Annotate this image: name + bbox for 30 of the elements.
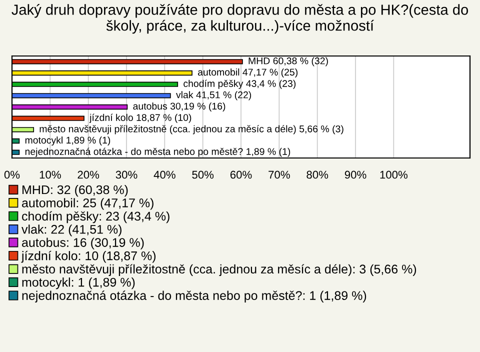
legend-label: chodím pěšky: 23 (43,4 %): [22, 211, 170, 224]
x-tick-label: 50%: [192, 170, 214, 179]
data-label: chodím pěšky 43,4 % (23): [184, 80, 296, 89]
x-tick-label: 80%: [306, 170, 328, 179]
legend-label: autobus: 16 (30,19 %): [22, 238, 144, 250]
data-label: automobil 47,17 % (25): [198, 68, 298, 78]
legend-label: motocykl: 1 (1,89 %): [22, 278, 135, 290]
x-tick-label: 30%: [116, 170, 138, 179]
chart-title: Jaký druh dopravy používáte pro dopravu do města a po HK?(cesta do školy, práce, za kulturou...)-více možností: [12, 4, 468, 34]
x-tick-label: 90%: [344, 170, 366, 179]
x-tick-label: 40%: [154, 170, 176, 179]
x-tick-label: 10%: [40, 170, 61, 179]
legend-label: nejednoznačná otázka - do města nebo po městě?: 1 (1,89 %): [22, 290, 366, 302]
x-tick-label: 70%: [268, 170, 290, 179]
data-label: MHD 60,38 % (32): [248, 57, 328, 66]
legend-label: vlak: 22 (41,51 %): [22, 224, 122, 236]
legend-label: jízdní kolo: 10 (18,87 %): [21, 250, 156, 263]
x-tick-label: 0%: [4, 170, 20, 179]
data-label: město navštěvuji příležitostně (cca. jednou za měsíc a déle) 5,66 % (3): [40, 125, 344, 134]
data-label: motocykl 1,89 % (1): [25, 136, 110, 146]
data-label: autobus 30,19 % (16): [133, 102, 226, 112]
legend-label: město navštěvuji příležitostně (cca. jednou za měsíc a déle): 3 (5,66 %): [22, 264, 416, 276]
data-label: vlak 41,51 % (22): [176, 91, 252, 100]
data-label: nejednoznačná otázka - do města nebo po městě? 1,89 % (1): [25, 148, 290, 157]
x-tick-label: 60%: [230, 170, 252, 179]
data-label: jízdní kolo 18,87 % (10): [89, 114, 192, 123]
x-tick-label: 20%: [78, 170, 100, 179]
legend-label: automobil: 25 (47,17 %): [22, 198, 154, 210]
legend-label: MHD: 32 (60,38 %): [22, 185, 128, 197]
x-tick-label: 100%: [380, 170, 408, 179]
